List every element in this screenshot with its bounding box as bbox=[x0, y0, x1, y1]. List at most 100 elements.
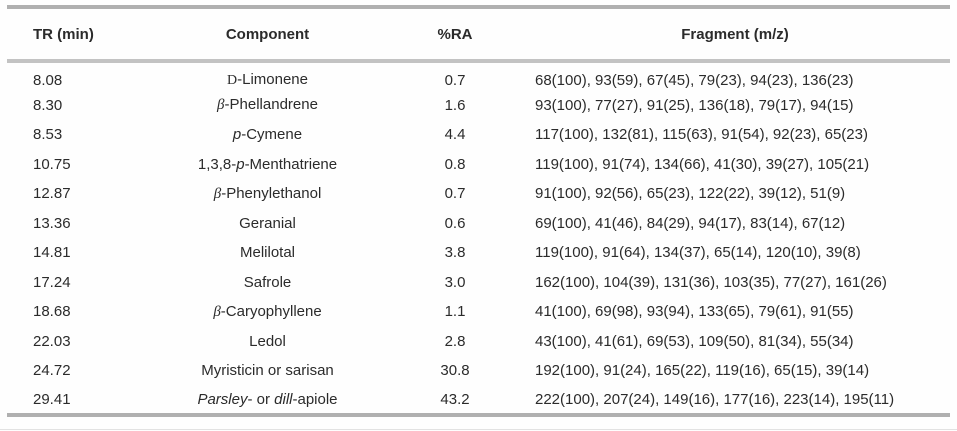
text-segment: 222(100), 207(24), 149(16), 177(16), 223… bbox=[535, 390, 895, 408]
cell-ra: 1.1 bbox=[390, 297, 520, 327]
text-segment: 24.72 bbox=[33, 362, 71, 380]
table-row: 17.24 Safrole 3.0 162(100), 104(39), 131(36… bbox=[7, 268, 950, 298]
column-header-fragment: Fragment (m/z) bbox=[520, 9, 950, 63]
cell-tr: 8.53 bbox=[7, 120, 145, 150]
text-segment: D bbox=[226, 73, 238, 89]
table-row: 18.68 β-Caryophyllene 1.1 41(100), 69(98), … bbox=[7, 297, 950, 327]
table-row: 12.87 β-Phenylethanol 0.7 91(100), 92(56), … bbox=[7, 179, 950, 209]
text-segment: -Caryophyllene bbox=[220, 302, 322, 320]
text-segment: 0.6 bbox=[444, 214, 466, 232]
cell-tr: 17.24 bbox=[7, 268, 145, 298]
text-segment: 192(100), 91(24), 165(22), 119(16), 65(1… bbox=[535, 362, 870, 380]
text-segment: 0.7 bbox=[444, 71, 466, 89]
cell-ra: 0.8 bbox=[390, 150, 520, 180]
cell-fragment: 119(100), 91(64), 134(37), 65(14), 120(1… bbox=[520, 238, 950, 268]
cell-component: p-Cymene bbox=[145, 120, 390, 150]
cell-component: Safrole bbox=[145, 268, 390, 298]
table-container: TR (min) Component %RA Fragment (m/z) 8.… bbox=[7, 5, 950, 417]
cell-fragment: 117(100), 132(81), 115(63), 91(54), 92(2… bbox=[520, 120, 950, 150]
cell-ra: 3.0 bbox=[390, 268, 520, 298]
table-row: 8.53 p-Cymene 4.4 117(100), 132(81), 115(63… bbox=[7, 120, 950, 150]
cell-tr: 8.08 bbox=[7, 61, 145, 91]
cell-fragment: 162(100), 104(39), 131(36), 103(35), 77(… bbox=[520, 268, 950, 298]
text-segment: p bbox=[236, 155, 245, 173]
cell-fragment: 119(100), 91(74), 134(66), 41(30), 39(27… bbox=[520, 150, 950, 180]
cell-fragment: 91(100), 92(56), 65(23), 122(22), 39(12)… bbox=[520, 179, 950, 209]
text-segment: 0.7 bbox=[444, 185, 466, 203]
cell-ra: 0.7 bbox=[390, 179, 520, 209]
cell-ra: 0.7 bbox=[390, 61, 520, 91]
cell-tr: 18.68 bbox=[7, 297, 145, 327]
text-segment: 8.30 bbox=[33, 96, 63, 114]
text-segment: 43(100), 41(61), 69(53), 109(50), 81(34)… bbox=[535, 332, 854, 350]
header-row: TR (min) Component %RA Fragment (m/z) bbox=[7, 9, 950, 63]
cell-fragment: 222(100), 207(24), 149(16), 177(16), 223… bbox=[520, 386, 950, 416]
text-segment: 68(100), 93(59), 67(45), 79(23), 94(23),… bbox=[535, 71, 854, 89]
text-segment: 93(100), 77(27), 91(25), 136(18), 79(17)… bbox=[535, 96, 854, 114]
text-segment: β bbox=[213, 185, 222, 202]
results-table: TR (min) Component %RA Fragment (m/z) 8.… bbox=[7, 9, 950, 417]
column-header-ra: %RA bbox=[390, 9, 520, 63]
cell-tr: 10.75 bbox=[7, 150, 145, 180]
text-segment: 29.41 bbox=[33, 390, 71, 408]
text-segment: 8.53 bbox=[33, 126, 63, 144]
text-segment: Safrole bbox=[243, 273, 292, 291]
top-rule bbox=[7, 5, 950, 9]
text-segment: 3.0 bbox=[444, 273, 466, 291]
cell-component: Parsley- or dill-apiole bbox=[145, 386, 390, 416]
text-segment: 1.6 bbox=[444, 96, 466, 114]
column-header-tr-min: TR (min) bbox=[7, 9, 145, 63]
text-segment: -Limonene bbox=[237, 71, 308, 89]
text-segment: 119(100), 91(74), 134(66), 41(30), 39(27… bbox=[535, 155, 870, 173]
table-row: 10.75 1,3,8-p-Menthatriene 0.8 119(100), 91… bbox=[7, 150, 950, 180]
cell-fragment: 192(100), 91(24), 165(22), 119(16), 65(1… bbox=[520, 356, 950, 386]
cell-ra: 1.6 bbox=[390, 91, 520, 121]
cell-component: D-Limonene bbox=[145, 61, 390, 91]
text-segment: 12.87 bbox=[33, 185, 71, 203]
text-segment: 10.75 bbox=[33, 155, 71, 173]
text-segment: 117(100), 132(81), 115(63), 91(54), 92(2… bbox=[535, 126, 868, 144]
text-segment: 2.8 bbox=[444, 332, 466, 350]
cell-component: 1,3,8-p-Menthatriene bbox=[145, 150, 390, 180]
cell-tr: 14.81 bbox=[7, 238, 145, 268]
cell-tr: 13.36 bbox=[7, 209, 145, 239]
text-segment: -Menthatriene bbox=[244, 155, 338, 173]
table-row: 8.30 β-Phellandrene 1.6 93(100), 77(27), 91… bbox=[7, 91, 950, 121]
cell-fragment: 68(100), 93(59), 67(45), 79(23), 94(23),… bbox=[520, 61, 950, 91]
cell-fragment: 43(100), 41(61), 69(53), 109(50), 81(34)… bbox=[520, 327, 950, 357]
cell-ra: 0.6 bbox=[390, 209, 520, 239]
text-segment: -Cymene bbox=[241, 126, 303, 144]
cell-tr: 22.03 bbox=[7, 327, 145, 357]
text-segment: 14.81 bbox=[33, 244, 71, 262]
text-segment: 1.1 bbox=[444, 303, 466, 321]
cell-fragment: 41(100), 69(98), 93(94), 133(65), 79(61)… bbox=[520, 297, 950, 327]
text-segment: dill bbox=[274, 390, 293, 408]
text-segment: 0.8 bbox=[444, 155, 466, 173]
text-segment: -Phenylethanol bbox=[221, 184, 322, 202]
column-header-component: Component bbox=[145, 9, 390, 63]
text-segment: Ledol bbox=[249, 332, 286, 350]
text-segment: Parsley bbox=[197, 390, 248, 408]
text-segment: p bbox=[232, 126, 242, 144]
cell-component: β-Phellandrene bbox=[145, 91, 390, 121]
text-segment: 162(100), 104(39), 131(36), 103(35), 77(… bbox=[535, 273, 887, 291]
page-bottom-edge bbox=[0, 429, 957, 430]
cell-ra: 3.8 bbox=[390, 238, 520, 268]
cell-tr: 12.87 bbox=[7, 179, 145, 209]
cell-ra: 2.8 bbox=[390, 327, 520, 357]
text-segment: -Phellandrene bbox=[224, 96, 318, 114]
table-row: 14.81 Melilotal 3.8 119(100), 91(64), 134(3… bbox=[7, 238, 950, 268]
text-segment: 8.08 bbox=[33, 71, 63, 89]
text-segment: 119(100), 91(64), 134(37), 65(14), 120(1… bbox=[535, 244, 861, 262]
text-segment: Melilotal bbox=[239, 244, 296, 262]
text-segment: Geranial bbox=[239, 214, 296, 232]
text-segment: 13.36 bbox=[33, 214, 71, 232]
cell-tr: 8.30 bbox=[7, 91, 145, 121]
table-row: 8.08 D-Limonene 0.7 68(100), 93(59), 67(45)… bbox=[7, 61, 950, 91]
table-row: 22.03 Ledol 2.8 43(100), 41(61), 69(53), 10… bbox=[7, 327, 950, 357]
cell-component: Geranial bbox=[145, 209, 390, 239]
cell-ra: 30.8 bbox=[390, 356, 520, 386]
text-segment: 4.4 bbox=[444, 126, 466, 144]
text-segment: 17.24 bbox=[33, 273, 71, 291]
cell-component: Myristicin or sarisan bbox=[145, 356, 390, 386]
